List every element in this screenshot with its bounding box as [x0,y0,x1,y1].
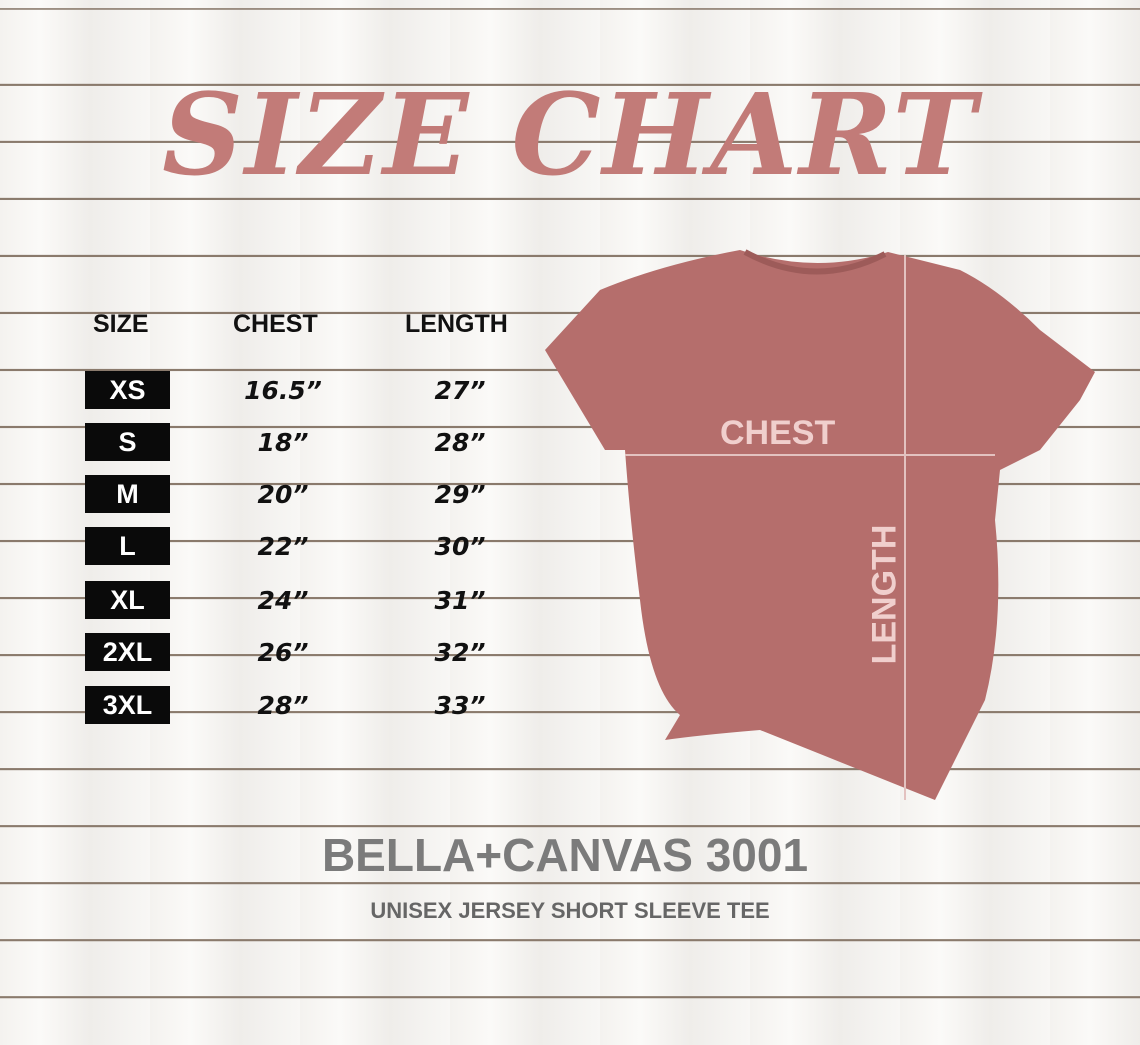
chest-value: 18” [257,428,309,457]
chest-value: 28” [257,691,309,720]
size-badge: 3XL [85,686,170,724]
length-value: 31” [434,586,486,615]
size-badge: L [85,527,170,565]
header-length: LENGTH [405,310,508,338]
page-title: SIZE CHART [162,70,978,201]
chest-label: CHEST [720,414,836,452]
chest-value: 26” [257,638,309,667]
length-label: LENGTH [865,524,904,665]
length-value: 28” [434,428,486,457]
product-subtitle: UNISEX JERSEY SHORT SLEEVE TEE [370,898,770,923]
size-badge: 2XL [85,633,170,671]
size-badge: M [85,475,170,513]
chest-value: 22” [257,532,309,561]
length-value: 32” [434,638,486,667]
chest-value: 20” [257,480,309,509]
chest-value: 24” [257,586,309,615]
header-chest: CHEST [233,310,318,338]
length-value: 33” [434,691,486,720]
brand-name: BELLA+CANVAS 3001 [321,829,809,881]
length-value: 30” [434,532,486,561]
size-badge: XL [85,581,170,619]
header-size: SIZE [93,310,149,338]
length-value: 29” [434,480,486,509]
size-badge: S [85,423,170,461]
size-badge: XS [85,371,170,409]
chest-value: 16.5” [244,376,322,405]
length-value: 27” [434,376,486,405]
tshirt-body [545,250,1095,800]
